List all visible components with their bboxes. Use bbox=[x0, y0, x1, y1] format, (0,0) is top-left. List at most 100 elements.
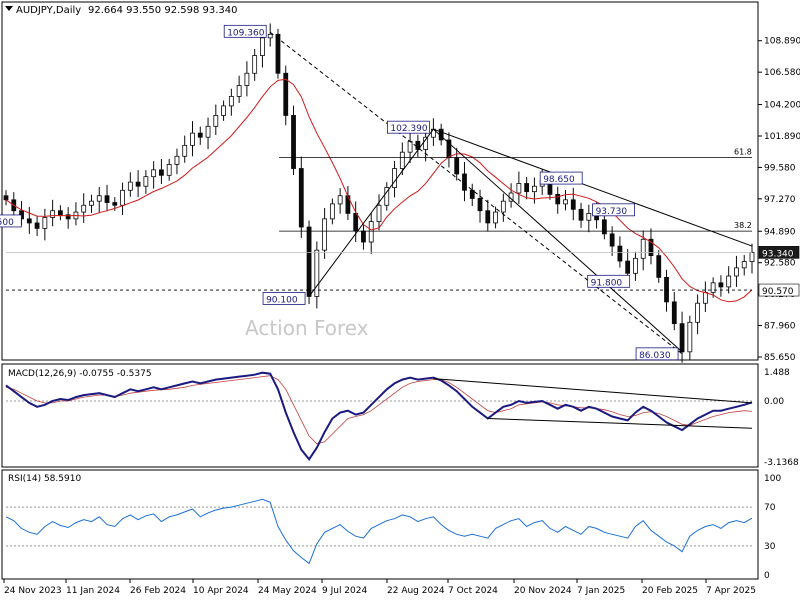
candle-body bbox=[601, 219, 607, 235]
ohlc-readout: 92.664 93.550 92.598 93.340 bbox=[88, 5, 238, 16]
price-tag-label: 93.340 bbox=[762, 249, 794, 259]
candle-body bbox=[563, 199, 568, 205]
x-tick-label: 7 Jan 2025 bbox=[577, 586, 625, 596]
macd-title: MACD(12,26,9) -0.0755 -0.5375 bbox=[8, 369, 152, 379]
candle-body bbox=[182, 144, 188, 157]
macd-trendline bbox=[487, 417, 753, 429]
candle-body bbox=[252, 55, 258, 74]
rsi-pane bbox=[1, 469, 759, 580]
candle-body bbox=[306, 226, 312, 297]
channel-line bbox=[433, 128, 683, 353]
x-tick-label: 7 Apr 2025 bbox=[706, 586, 756, 596]
candle-body bbox=[190, 132, 195, 146]
candle-body bbox=[710, 282, 716, 293]
x-tick-label: 7 Oct 2024 bbox=[448, 586, 498, 596]
price-tick-label: 87.960 bbox=[764, 322, 796, 332]
macd-indicator: 1.488 0.00 -3.1368 bbox=[5, 368, 799, 468]
rsi-tick-label: 70 bbox=[764, 503, 776, 513]
candle-body bbox=[399, 151, 405, 169]
candle-body bbox=[407, 140, 413, 153]
candle-body bbox=[151, 169, 157, 178]
x-tick-label: 20 Nov 2024 bbox=[514, 586, 572, 596]
candle-body bbox=[3, 195, 9, 201]
price-tick-label: 94.890 bbox=[764, 227, 796, 237]
candle-body bbox=[656, 255, 662, 278]
fib-label: 38.2 bbox=[734, 221, 752, 230]
price-tick-label: 101.890 bbox=[764, 132, 800, 142]
ma-line bbox=[5, 78, 753, 303]
candle-body bbox=[298, 168, 304, 228]
price-box-label: 102.390 bbox=[390, 124, 427, 134]
macd-trendline bbox=[433, 378, 753, 404]
candle-body bbox=[112, 202, 118, 206]
candle-body bbox=[65, 214, 71, 220]
candle-body bbox=[454, 157, 460, 175]
macd-line bbox=[5, 371, 753, 461]
candle-body bbox=[368, 221, 374, 243]
candle-body bbox=[322, 218, 328, 251]
candle-body bbox=[42, 217, 48, 229]
candle-body bbox=[741, 261, 747, 269]
macd-tick-label: 1.488 bbox=[764, 368, 790, 378]
candle-body bbox=[337, 195, 343, 205]
candle-body bbox=[275, 33, 281, 74]
candle-body bbox=[260, 37, 265, 56]
symbol-label: AUDJPY,Daily bbox=[16, 5, 81, 16]
candle-body bbox=[609, 233, 615, 247]
price-box bbox=[592, 203, 635, 217]
moving-average bbox=[5, 78, 753, 303]
price-tick-label: 99.580 bbox=[764, 163, 796, 173]
rsi-title: RSI(14) 58.5910 bbox=[8, 474, 81, 484]
macd-tick-label: -3.1368 bbox=[764, 458, 799, 468]
price-box-label: 91.800 bbox=[591, 278, 623, 288]
price-tick-label: 97.270 bbox=[764, 195, 796, 205]
candle-body bbox=[329, 203, 335, 220]
candle-body bbox=[353, 213, 359, 232]
candle-body bbox=[664, 276, 669, 303]
price-labels: 109.360 102.390 98.650 95.500 93.730 91.800 90… bbox=[0, 24, 679, 361]
candle-body bbox=[687, 321, 693, 353]
candle-body bbox=[57, 210, 63, 216]
candle-body bbox=[34, 222, 40, 229]
candle-body bbox=[578, 208, 584, 221]
candle-body bbox=[236, 85, 242, 97]
x-axis: 24 Nov 2023 11 Jan 2024 26 Feb 2024 10 Apr … bbox=[3, 579, 756, 596]
candle-body bbox=[376, 204, 382, 222]
candle-body bbox=[174, 155, 180, 165]
candle-body bbox=[477, 198, 483, 212]
candle-body bbox=[314, 249, 320, 297]
x-tick-label: 24 Nov 2023 bbox=[4, 586, 62, 596]
price-tag-label: 90.570 bbox=[762, 287, 794, 297]
x-tick-label: 20 Feb 2025 bbox=[642, 586, 698, 596]
candle-body bbox=[120, 189, 125, 206]
candle-body bbox=[384, 187, 390, 206]
candle-body bbox=[500, 200, 506, 213]
candle-body bbox=[205, 125, 211, 138]
watermark: Action Forex bbox=[245, 316, 369, 340]
x-tick-label: 26 Feb 2024 bbox=[130, 586, 186, 596]
candle-body bbox=[104, 195, 110, 203]
candle-body bbox=[679, 323, 685, 353]
dropdown-arrow-icon[interactable] bbox=[5, 6, 13, 11]
price-tick-label: 106.580 bbox=[764, 68, 800, 78]
candle-body bbox=[127, 181, 133, 191]
price-box-label: 90.100 bbox=[266, 295, 298, 305]
trendlines: 61.8 38.2 93.340 90.570 bbox=[6, 31, 800, 355]
candle-body bbox=[228, 95, 234, 107]
falling-trendline bbox=[433, 128, 753, 247]
candle-body bbox=[197, 132, 203, 138]
price-box bbox=[587, 274, 631, 288]
candle-body bbox=[221, 105, 226, 116]
candle-body bbox=[617, 245, 623, 262]
candle-body bbox=[50, 210, 56, 218]
candle-body bbox=[485, 210, 491, 224]
price-box bbox=[386, 120, 430, 134]
x-tick-label: 22 Aug 2024 bbox=[387, 586, 445, 596]
price-box bbox=[0, 214, 22, 228]
candle-body bbox=[166, 164, 172, 176]
candle-body bbox=[570, 199, 576, 210]
x-tick-label: 11 Jan 2024 bbox=[66, 586, 120, 596]
price-tick-label: 92.580 bbox=[764, 259, 796, 269]
rsi-tick-label: 0 bbox=[764, 571, 770, 581]
candle-body bbox=[469, 189, 475, 199]
